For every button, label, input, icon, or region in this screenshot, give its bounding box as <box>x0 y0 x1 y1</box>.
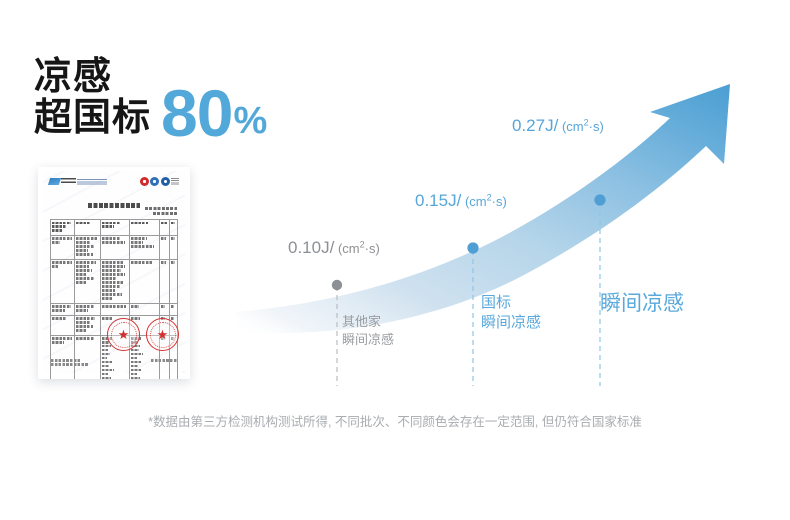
certificate-title <box>43 195 185 213</box>
cell <box>169 219 178 236</box>
certificate-header <box>47 175 179 188</box>
logo-mark-icon <box>47 178 62 185</box>
certificate-meta <box>145 207 177 216</box>
percent-symbol: % <box>233 100 268 142</box>
official-seal-icon <box>107 318 140 351</box>
table-row <box>49 258 178 304</box>
cell <box>49 334 76 379</box>
cell <box>74 302 101 316</box>
cmа-badge-icon <box>139 177 149 186</box>
footer-left <box>51 359 89 367</box>
cell <box>159 302 171 316</box>
footer-right <box>151 359 177 367</box>
accreditation-badges <box>139 177 179 186</box>
datapoint-standard[interactable] <box>467 242 479 254</box>
table-row <box>49 234 178 260</box>
cell <box>159 258 171 304</box>
cell <box>159 219 171 236</box>
category-label-standard: 国标 瞬间凉感 <box>481 294 542 332</box>
report-number-line <box>145 207 177 210</box>
category-label-product: 瞬间凉感 <box>600 292 684 315</box>
cell <box>169 258 178 304</box>
ilac-badge-icon <box>160 177 170 186</box>
page-title: 凉感 超国标 80 % <box>34 57 267 147</box>
value-product-number: 0.27 <box>512 116 546 135</box>
cell <box>169 234 178 260</box>
value-standard-unit-j: J/ <box>448 191 462 210</box>
certificate-page <box>43 171 185 379</box>
table-row <box>49 302 178 316</box>
cell <box>99 302 130 316</box>
value-product-unit-j: J/ <box>545 116 559 135</box>
cell <box>49 302 76 316</box>
datapoint-other[interactable] <box>331 279 343 291</box>
headline-line-1: 凉感 <box>34 56 113 98</box>
cell <box>49 234 76 260</box>
cell <box>99 258 130 304</box>
cell <box>128 219 161 236</box>
cooling-trend-chart: 0.10J/ (cm2·s) 0.15J/ (cm2·s) 0.27J/ (cm… <box>200 60 790 400</box>
logo-text-block <box>61 178 76 185</box>
cnas-badge-icon <box>150 177 159 186</box>
lab-logo-icon <box>47 178 107 185</box>
category-label-other: 其他家 瞬间凉感 <box>342 314 395 347</box>
test-report-certificate[interactable] <box>38 167 190 379</box>
value-standard-unit: (cm2·s) <box>461 192 507 209</box>
datapoint-product[interactable] <box>594 194 606 206</box>
cell <box>49 258 76 304</box>
certificate-stamps <box>107 318 179 351</box>
chart-canvas <box>236 84 730 386</box>
value-label-other: 0.10J/ (cm2·s) <box>288 238 380 258</box>
badge-caption-block <box>171 178 179 185</box>
cell <box>99 219 130 236</box>
headline-chinese: 凉感 超国标 <box>34 57 151 139</box>
percent-number: 80 <box>161 76 233 150</box>
report-date-line <box>153 211 177 215</box>
cell <box>159 234 171 260</box>
cell <box>128 258 161 304</box>
cell <box>128 302 161 316</box>
cell <box>169 302 178 316</box>
table-row <box>49 219 178 236</box>
cell <box>74 219 101 236</box>
cell <box>74 234 101 260</box>
value-label-product: 0.27J/ (cm2·s) <box>512 116 604 136</box>
value-other-number: 0.10 <box>288 238 322 257</box>
certificate-footer <box>51 359 177 367</box>
certificate-title-block <box>88 203 140 208</box>
headline-percent: 80 % <box>161 76 268 150</box>
cell <box>49 314 76 336</box>
value-other-unit-j: J/ <box>321 238 335 257</box>
value-product-unit: (cm2·s) <box>558 117 604 134</box>
cell <box>74 314 101 336</box>
cell <box>74 258 101 304</box>
logo-subtext-block <box>77 178 107 185</box>
trend-arrow <box>236 84 730 334</box>
seal-ring <box>110 321 137 348</box>
cell <box>99 234 130 260</box>
certificate-table <box>49 219 178 379</box>
value-other-unit: (cm2·s) <box>334 239 380 256</box>
official-seal-icon <box>146 318 179 351</box>
cell <box>128 234 161 260</box>
cell <box>74 334 101 379</box>
cell <box>49 219 76 236</box>
headline-line-2: 超国标 <box>34 97 152 139</box>
disclaimer-note: *数据由第三方检测机构测试所得, 不同批次、不同颜色会存在一定范围, 但仍符合国… <box>148 415 642 429</box>
seal-ring <box>149 321 176 348</box>
value-label-standard: 0.15J/ (cm2·s) <box>415 191 507 211</box>
value-standard-number: 0.15 <box>415 191 449 210</box>
